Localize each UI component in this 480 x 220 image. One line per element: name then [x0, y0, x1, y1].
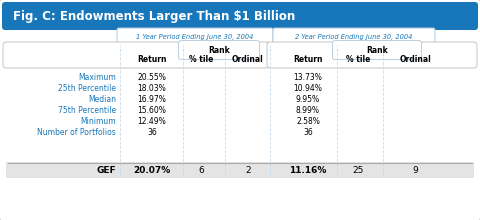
- FancyBboxPatch shape: [6, 162, 474, 178]
- Text: Maximum: Maximum: [78, 73, 116, 81]
- Text: 13.73%: 13.73%: [294, 73, 323, 81]
- Text: Fig. C: Endowments Larger Than $1 Billion: Fig. C: Endowments Larger Than $1 Billio…: [13, 9, 295, 22]
- Text: Median: Median: [88, 95, 116, 103]
- Text: Rank: Rank: [208, 46, 230, 55]
- Text: 9: 9: [412, 165, 418, 174]
- Text: 18.03%: 18.03%: [138, 84, 167, 92]
- Text: 12.49%: 12.49%: [138, 117, 167, 125]
- Text: GEF: GEF: [96, 165, 116, 174]
- Text: 20.07%: 20.07%: [133, 165, 170, 174]
- Text: % tile: % tile: [346, 55, 370, 64]
- Text: 8.99%: 8.99%: [296, 106, 320, 114]
- FancyBboxPatch shape: [117, 28, 273, 45]
- Text: 2: 2: [245, 165, 251, 174]
- FancyBboxPatch shape: [273, 28, 435, 45]
- Text: 75th Percentile: 75th Percentile: [58, 106, 116, 114]
- Text: Minimum: Minimum: [80, 117, 116, 125]
- Text: Rank: Rank: [366, 46, 388, 55]
- Text: 25: 25: [352, 165, 364, 174]
- Text: 2 Year Period Ending June 30, 2004: 2 Year Period Ending June 30, 2004: [295, 33, 413, 40]
- Text: % tile: % tile: [189, 55, 213, 64]
- FancyBboxPatch shape: [333, 40, 421, 59]
- Text: Ordinal: Ordinal: [232, 55, 264, 64]
- Text: 10.94%: 10.94%: [294, 84, 323, 92]
- Text: 16.97%: 16.97%: [138, 95, 167, 103]
- Text: 1 Year Period Ending June 30, 2004: 1 Year Period Ending June 30, 2004: [136, 33, 254, 40]
- Text: 15.60%: 15.60%: [138, 106, 167, 114]
- Text: Return: Return: [293, 55, 323, 64]
- Text: Number of Portfolios: Number of Portfolios: [37, 128, 116, 136]
- Text: 20.55%: 20.55%: [138, 73, 167, 81]
- Text: 2.58%: 2.58%: [296, 117, 320, 125]
- FancyBboxPatch shape: [267, 42, 477, 68]
- Text: 36: 36: [147, 128, 157, 136]
- Text: 9.95%: 9.95%: [296, 95, 320, 103]
- FancyBboxPatch shape: [2, 2, 478, 30]
- Text: 25th Percentile: 25th Percentile: [58, 84, 116, 92]
- Text: 6: 6: [198, 165, 204, 174]
- Text: 36: 36: [303, 128, 313, 136]
- Text: Return: Return: [137, 55, 167, 64]
- FancyBboxPatch shape: [179, 40, 260, 59]
- FancyBboxPatch shape: [3, 42, 269, 68]
- Text: Ordinal: Ordinal: [399, 55, 431, 64]
- Text: 11.16%: 11.16%: [289, 165, 327, 174]
